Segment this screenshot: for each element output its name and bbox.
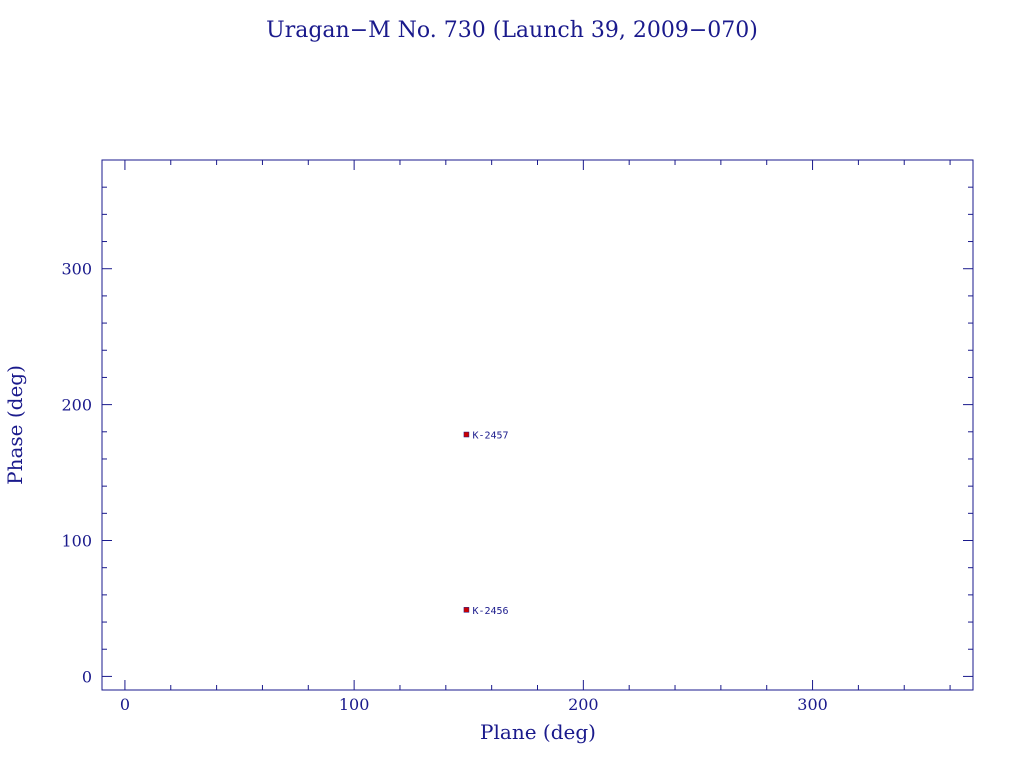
data-point-marker — [464, 432, 469, 437]
data-point-label: K-2456 — [472, 606, 508, 617]
data-point-label: K-2457 — [472, 431, 508, 442]
axis-ticks — [102, 160, 973, 690]
x-axis-label: Plane (deg) — [480, 720, 596, 744]
x-tick-label: 200 — [568, 695, 599, 714]
y-tick-label: 200 — [61, 396, 92, 415]
chart-title: Uragan−M No. 730 (Launch 39, 2009−070) — [266, 18, 758, 43]
data-points: K-2457 K-2456 — [464, 431, 509, 617]
data-point-marker — [464, 607, 469, 612]
y-tick-label: 0 — [82, 667, 92, 686]
y-tick-label: 100 — [61, 532, 92, 551]
x-tick-label: 100 — [339, 695, 370, 714]
y-tick-label: 300 — [61, 260, 92, 279]
axis-tick-labels: 0 100 200 300 0 100 200 300 — [61, 260, 827, 714]
x-tick-label: 0 — [120, 695, 130, 714]
x-tick-label: 300 — [797, 695, 828, 714]
plot-frame — [102, 160, 973, 690]
y-axis-label: Phase (deg) — [3, 365, 27, 485]
